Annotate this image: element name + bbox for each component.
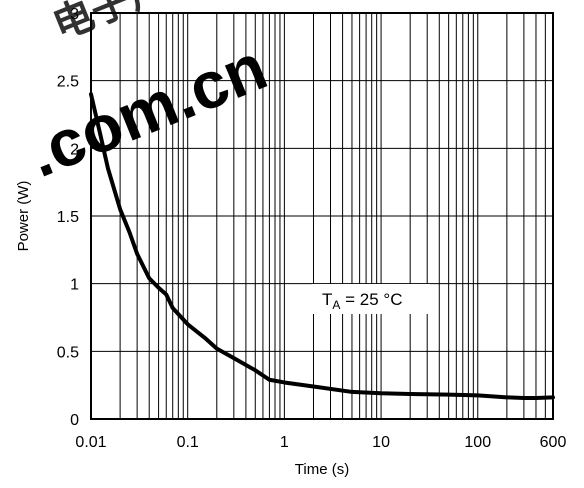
grid-layer (91, 13, 553, 419)
annotation-main: T (322, 290, 332, 309)
y-tick-label: 1 (70, 277, 79, 294)
annotation-subscript: A (332, 298, 340, 312)
x-tick-label: 10 (372, 434, 390, 451)
y-tick-label: 2.5 (57, 74, 79, 91)
axis-layer: 0.01 0.1 1 10 100 600 0 0.5 1 1.5 2 2.5 3 (57, 6, 567, 451)
watermark-domain: .com.cn (18, 29, 277, 191)
x-tick-label: 0.01 (75, 434, 106, 451)
x-tick-label: 0.1 (177, 434, 199, 451)
annotation-label: TA = 25 °C (322, 290, 403, 312)
annotation-rest: = 25 °C (340, 290, 402, 309)
y-tick-label: 0.5 (57, 344, 79, 361)
x-axis-title: Time (s) (295, 461, 349, 478)
y-axis-title: Power (W) (15, 181, 32, 252)
annotation-background (312, 284, 430, 314)
series-layer (89, 92, 555, 401)
y-tick-label: 2 (70, 141, 79, 158)
annotation-layer: TA = 25 °C (312, 284, 430, 314)
y-tick-label: 3 (70, 6, 79, 23)
y-tick-label: 0 (70, 412, 79, 429)
x-tick-label: 100 (464, 434, 491, 451)
x-tick-label: 600 (540, 434, 567, 451)
x-tick-label: 1 (280, 434, 289, 451)
y-tick-label: 1.5 (57, 209, 79, 226)
power-curve-line (89, 92, 555, 401)
plot-frame (90, 12, 554, 420)
